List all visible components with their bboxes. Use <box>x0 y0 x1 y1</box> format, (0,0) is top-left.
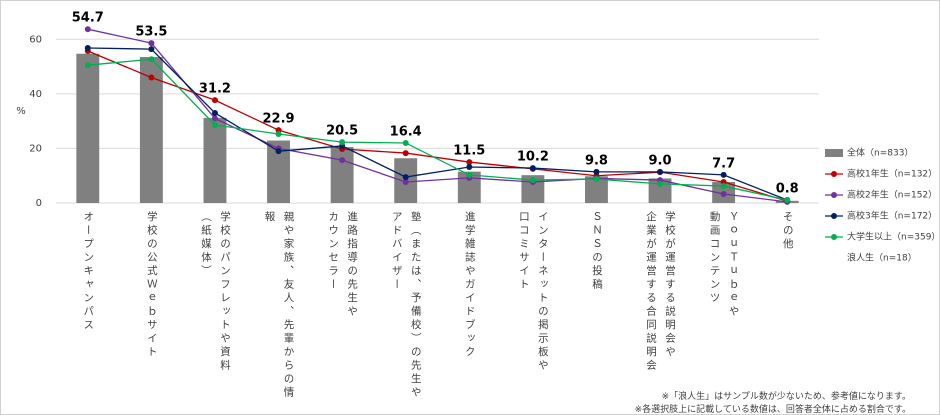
x-tick-label: インターネットの掲示板や 口コミサイト <box>517 211 549 373</box>
legend-label: 高校2年生（n=152） <box>847 189 937 201</box>
marker <box>657 180 664 187</box>
y-tick-label: 40 <box>29 89 42 100</box>
bar <box>585 176 608 203</box>
marker <box>529 165 536 172</box>
legend-swatch <box>831 171 837 177</box>
x-tick-label: ＳＮＳの投稿 <box>590 211 603 292</box>
marker <box>148 74 155 81</box>
marker <box>466 171 473 178</box>
marker <box>402 150 409 157</box>
legend-label: 高校3年生（n=172） <box>847 210 937 222</box>
bar <box>203 117 227 203</box>
marker <box>84 62 91 69</box>
x-tick-label: 塾（または、予備校）の先生や アドバイザー <box>390 211 422 400</box>
y-axis-label: % <box>16 106 26 117</box>
value-label: 31.2 <box>199 82 231 97</box>
marker <box>148 56 155 63</box>
legend-label: 高校1年生（n=132） <box>847 168 937 180</box>
value-label: 9.8 <box>585 153 608 168</box>
marker <box>339 157 346 164</box>
legend-swatch <box>825 149 843 157</box>
marker <box>211 97 218 104</box>
legend-label: 浪人生（n=18） <box>847 252 917 264</box>
bar <box>76 53 100 203</box>
x-tick-label: 学校が運営する説明会や 企業が運営する合同説明会 <box>645 211 677 373</box>
marker <box>211 121 218 128</box>
marker <box>466 163 473 170</box>
marker <box>275 130 282 137</box>
marker <box>211 109 218 116</box>
marker <box>148 46 155 53</box>
line <box>87 50 788 202</box>
x-tick-label: その他 <box>781 211 794 252</box>
value-label: 9.0 <box>649 153 672 168</box>
y-tick-label: 20 <box>29 143 42 154</box>
marker <box>720 183 727 190</box>
x-tick-label: ＹｏｕＴｕｂｅや 動画コンテンツ <box>708 211 740 319</box>
bar <box>267 140 290 203</box>
x-tick-label: 親や家族、友人、先輩からの情 報 <box>263 211 295 400</box>
marker <box>529 177 536 184</box>
marker <box>720 190 727 197</box>
legend-swatch <box>831 213 837 219</box>
value-label: 0.8 <box>776 181 799 196</box>
x-tick-label: 進学雑誌やガイドブック <box>463 211 476 360</box>
marker <box>784 196 791 203</box>
value-label: 22.9 <box>263 112 295 127</box>
marker <box>339 139 346 146</box>
marker <box>402 178 409 185</box>
value-label: 54.7 <box>72 11 104 26</box>
legend-swatch <box>831 234 837 240</box>
value-label: 53.5 <box>135 25 167 40</box>
value-label: 7.7 <box>712 156 735 171</box>
bar <box>330 147 354 203</box>
x-tick-label: 進路指導の先生や カウンセラー <box>327 211 359 319</box>
legend-label: 全体（n=833） <box>847 147 913 159</box>
line <box>87 58 788 201</box>
value-label: 20.5 <box>326 124 358 139</box>
marker <box>84 26 91 33</box>
line <box>87 28 788 203</box>
x-tick-label: オープンキャンパス <box>82 211 95 333</box>
marker <box>720 171 727 178</box>
marker <box>402 174 409 181</box>
x-tick-label: 学校の公式Ｗｅｂサイト <box>145 211 158 360</box>
marker <box>466 159 473 166</box>
x-tick-label: 学校のパンフレットや資料 （紙媒体） <box>199 211 231 373</box>
marker <box>657 168 664 175</box>
legend-label: 大学生以上（n=359） <box>847 231 939 243</box>
value-label: 10.2 <box>517 150 549 165</box>
note: ※各選択肢上に記載している数値は、回答者全体に占める割合です。 <box>634 405 911 415</box>
marker <box>84 45 91 52</box>
marker <box>211 115 218 122</box>
marker <box>402 139 409 146</box>
marker <box>593 175 600 182</box>
bar <box>457 171 481 203</box>
marker <box>275 148 282 155</box>
y-tick-label: 60 <box>29 34 42 45</box>
marker <box>148 40 155 47</box>
line <box>87 47 788 201</box>
value-label: 16.4 <box>390 124 422 139</box>
value-label: 11.5 <box>453 144 485 159</box>
y-tick-label: 0 <box>36 198 42 209</box>
bar <box>139 57 163 204</box>
legend-swatch <box>831 192 837 198</box>
marker <box>593 168 600 175</box>
note: ※「浪人生」はサンプル数が少ないため、参考値になります。 <box>661 392 911 402</box>
